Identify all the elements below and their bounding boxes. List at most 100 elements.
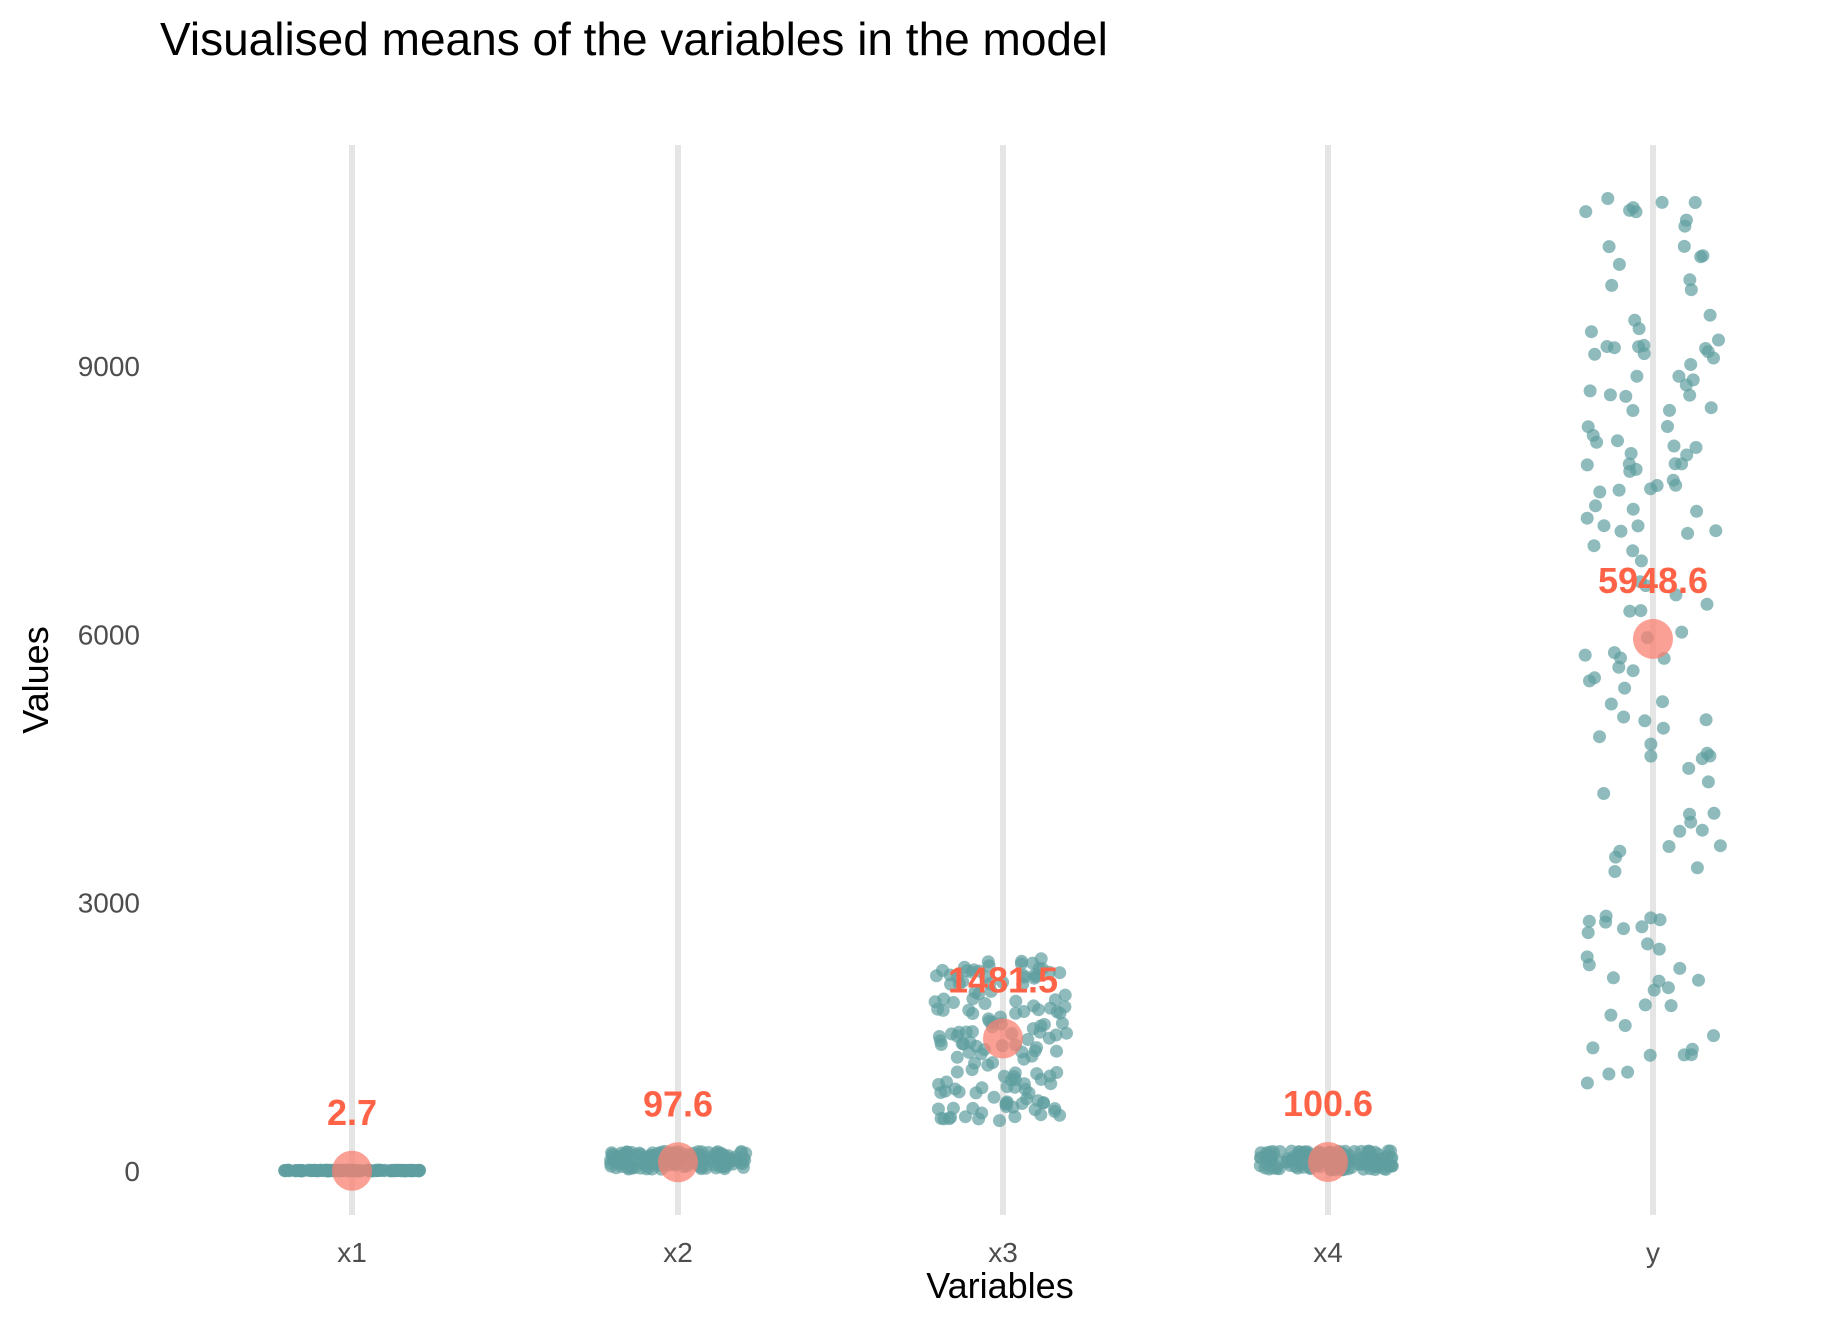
data-point [1633, 575, 1647, 589]
data-point [1684, 358, 1698, 371]
data-point [1644, 482, 1658, 496]
data-point [1623, 203, 1637, 217]
data-point [931, 1002, 945, 1016]
data-point [975, 1106, 989, 1120]
data-point [1578, 648, 1592, 662]
data-point [1048, 993, 1062, 1007]
data-point [1694, 250, 1708, 264]
data-point [1037, 1018, 1051, 1031]
data-point [293, 1164, 307, 1178]
data-point [950, 1065, 964, 1079]
x-tick-label-x3: x3 [988, 1237, 1018, 1268]
data-point [1703, 308, 1717, 322]
data-point [966, 992, 980, 1006]
data-point [1027, 971, 1041, 985]
data-point [1609, 850, 1623, 864]
data-point [1673, 824, 1687, 838]
data-point [1597, 787, 1611, 800]
data-point [1643, 1048, 1657, 1062]
data-point [1009, 994, 1023, 1008]
data-point [1612, 660, 1626, 674]
data-point [1624, 447, 1638, 460]
y-tick-label-3000: 3000 [78, 888, 140, 919]
mean-marker-x3 [983, 1018, 1023, 1059]
data-point [1017, 1052, 1031, 1066]
data-point [1608, 865, 1622, 878]
data-point [1058, 988, 1072, 1002]
data-point [1580, 511, 1594, 525]
data-point [1593, 730, 1606, 744]
data-point [1626, 544, 1640, 558]
data-point [1579, 205, 1593, 219]
data-point [1296, 1147, 1310, 1161]
y-tick-label-9000: 9000 [78, 351, 140, 382]
data-point [965, 1063, 979, 1077]
data-point [996, 975, 1010, 989]
y-axis-label: Values [15, 626, 56, 733]
data-point [1286, 1153, 1300, 1167]
data-point [1689, 441, 1703, 454]
data-point [944, 1110, 958, 1124]
data-point [1637, 347, 1651, 361]
data-point [1683, 273, 1697, 287]
data-point [1703, 749, 1717, 763]
data-point [1015, 954, 1029, 968]
data-point [1634, 604, 1648, 618]
data-point [1626, 664, 1640, 678]
data-point [1604, 1008, 1618, 1022]
data-point [1647, 983, 1661, 997]
data-point [1673, 961, 1687, 975]
data-point [1617, 710, 1631, 724]
data-point [1667, 439, 1681, 453]
data-point [1675, 625, 1689, 639]
data-point [1017, 1077, 1031, 1091]
data-point [1644, 911, 1658, 925]
data-point [1584, 325, 1598, 339]
mean-label-x1: 2.7 [327, 1092, 377, 1133]
mean-labels: 2.7 97.6 1481.5 100.6 5948.6 [327, 560, 1708, 1133]
data-point [950, 1050, 964, 1064]
data-point [1656, 695, 1669, 709]
data-point [1638, 714, 1652, 728]
data-point [403, 1163, 417, 1177]
data-point [1684, 815, 1698, 829]
data-point [943, 968, 957, 982]
data-point [1679, 213, 1693, 227]
data-point [1607, 341, 1621, 355]
data-point [1638, 998, 1652, 1012]
data-point [1026, 1022, 1040, 1036]
data-point [1357, 1155, 1371, 1169]
data-point [1695, 823, 1709, 837]
data-point [1690, 861, 1704, 875]
data-point [1599, 915, 1613, 929]
gridlines [349, 145, 1656, 1215]
data-point [1684, 283, 1698, 297]
data-point [1683, 388, 1697, 402]
data-point [1030, 1067, 1044, 1081]
data-point [962, 1003, 976, 1017]
data-point [1641, 937, 1654, 951]
data-point [955, 1037, 969, 1051]
data-point [1661, 981, 1675, 995]
data-point [997, 1069, 1011, 1083]
data-point [1644, 737, 1658, 751]
data-point [1597, 519, 1611, 533]
data-point [1690, 504, 1704, 518]
data-point [934, 1111, 948, 1125]
data-point [1030, 1041, 1043, 1055]
data-point [1704, 401, 1718, 415]
data-point [1630, 369, 1644, 383]
data-point [1602, 1067, 1616, 1081]
data-point [1661, 420, 1674, 433]
data-point [974, 1047, 988, 1061]
data-point [620, 1145, 634, 1159]
x-tick-label-x2: x2 [663, 1237, 693, 1268]
data-point [965, 1025, 979, 1039]
data-point [1602, 240, 1616, 254]
data-point [1700, 597, 1714, 611]
data-point [952, 1085, 966, 1099]
data-point [1612, 257, 1626, 271]
data-point [710, 1150, 724, 1164]
data-point [1669, 588, 1683, 602]
y-tick-label-6000: 6000 [78, 619, 140, 650]
